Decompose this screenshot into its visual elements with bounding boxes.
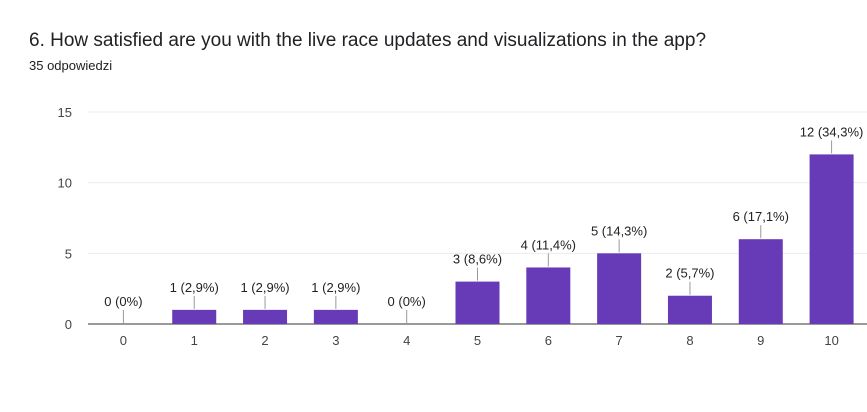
data-label-2: 1 (2,9%) <box>240 280 289 295</box>
bar-9 <box>738 239 783 324</box>
response-count: 35 odpowiedzi <box>29 58 113 73</box>
bar-2 <box>243 309 288 324</box>
x-tick-label-2: 2 <box>261 333 268 348</box>
x-tick-label-5: 5 <box>474 333 481 348</box>
data-label-4: 0 (0%) <box>388 294 426 309</box>
y-tick-label-0: 0 <box>65 317 72 332</box>
question-title: 6. How satisfied are you with the live r… <box>29 30 707 51</box>
x-tick-label-9: 9 <box>757 333 764 348</box>
bar-1 <box>172 309 217 324</box>
x-tick-label-6: 6 <box>545 333 552 348</box>
bar-6 <box>526 267 571 324</box>
bar-8 <box>667 295 712 324</box>
data-label-5: 3 (8,6%) <box>453 252 502 267</box>
bar-7 <box>597 253 642 324</box>
data-label-6: 4 (11,4%) <box>521 237 576 252</box>
x-tick-label-0: 0 <box>120 333 127 348</box>
x-tick-label-8: 8 <box>686 333 693 348</box>
x-tick-label-4: 4 <box>403 333 410 348</box>
data-label-7: 5 (14,3%) <box>591 223 647 238</box>
y-tick-label-1: 5 <box>65 246 72 261</box>
bar-5 <box>455 281 500 324</box>
data-label-1: 1 (2,9%) <box>170 280 219 295</box>
x-tick-label-10: 10 <box>824 333 838 348</box>
y-tick-label-2: 10 <box>58 176 72 191</box>
bar-10 <box>809 154 854 324</box>
data-label-8: 2 (5,7%) <box>665 266 714 281</box>
x-tick-label-3: 3 <box>332 333 339 348</box>
data-label-3: 1 (2,9%) <box>311 280 360 295</box>
data-label-0: 0 (0%) <box>104 294 142 309</box>
data-label-10: 12 (34,3%) <box>800 124 864 139</box>
data-label-9: 6 (17,1%) <box>733 209 789 224</box>
y-tick-label-3: 15 <box>58 105 72 120</box>
x-tick-label-7: 7 <box>616 333 623 348</box>
x-tick-label-1: 1 <box>191 333 198 348</box>
bar-3 <box>313 309 358 324</box>
